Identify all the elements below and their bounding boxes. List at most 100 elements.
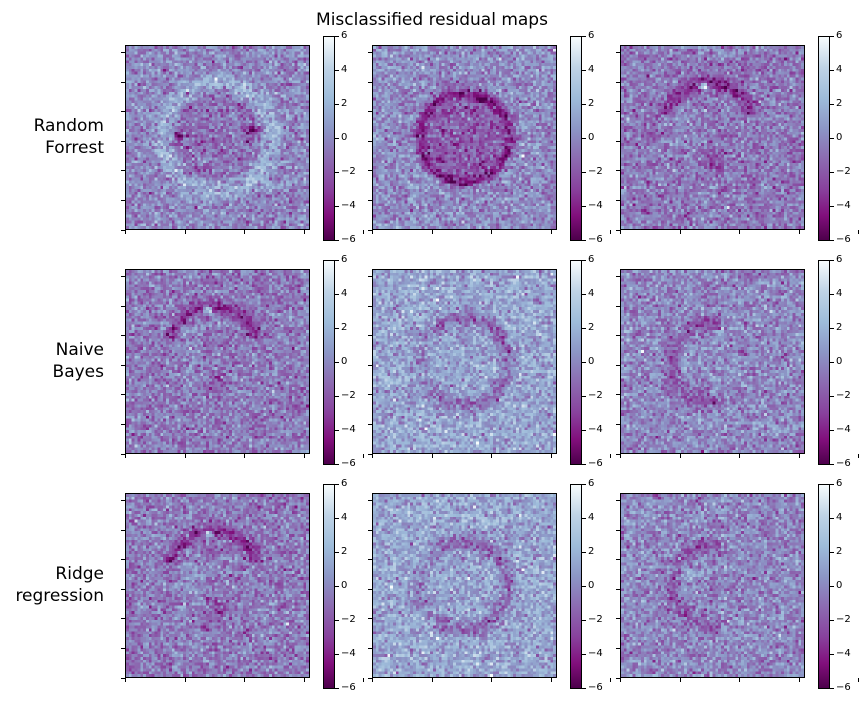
colorbar-tick — [830, 586, 834, 587]
y-axis-tick — [121, 648, 125, 649]
residual-heatmap — [125, 45, 310, 230]
y-axis-tick — [368, 140, 372, 142]
colorbar-tick — [335, 328, 339, 329]
x-axis-tick — [303, 678, 305, 682]
row-label-line: regression — [15, 586, 104, 606]
colorbar-tick — [582, 172, 586, 173]
colorbar-tick-label: −2 — [836, 166, 851, 177]
colorbar-tick-label: −6 — [836, 234, 851, 245]
y-axis-tick — [616, 559, 620, 561]
colorbar-tick-label: 0 — [588, 580, 595, 591]
colorbar-tick — [582, 240, 586, 241]
colorbar-tick-label: 4 — [836, 64, 843, 75]
row-label-line: Random — [33, 116, 104, 136]
colorbar-tick-label: −2 — [588, 166, 603, 177]
colorbar-tick-label: −4 — [341, 648, 356, 659]
heatmap-cells — [126, 494, 309, 677]
y-axis-tick — [616, 170, 620, 172]
y-axis-tick — [121, 453, 125, 455]
colorbar-tick-label: 6 — [836, 478, 843, 489]
colorbar-tick-label: 2 — [836, 322, 843, 333]
figure-title: Misclassified residual maps — [316, 10, 548, 30]
colorbar-tick-label: 4 — [341, 64, 348, 75]
colorbar-tick — [335, 70, 339, 71]
colorbar-tick-label: 0 — [836, 356, 843, 367]
y-axis-tick — [616, 140, 620, 142]
y-axis-tick — [121, 529, 125, 531]
heatmap-cells — [126, 270, 309, 453]
y-axis-tick — [121, 305, 125, 307]
colorbar-tick-label: −6 — [836, 458, 851, 469]
row-label-line: Naive — [55, 340, 104, 360]
heatmap-cells — [621, 270, 804, 453]
colorbar-tick — [830, 654, 834, 655]
colorbar-tick — [335, 138, 339, 139]
colorbar-tick — [335, 294, 339, 295]
colorbar-tick — [335, 362, 339, 363]
colorbar-tick — [582, 104, 586, 105]
y-axis-tick — [368, 364, 372, 366]
y-axis-tick — [368, 52, 372, 53]
colorbar — [570, 484, 582, 689]
colorbar — [323, 484, 335, 689]
colorbar-tick — [582, 294, 586, 295]
colorbar-tick-label: −6 — [588, 682, 603, 693]
colorbar-tick-label: 2 — [836, 546, 843, 557]
colorbar-tick-label: −6 — [588, 458, 603, 469]
y-axis-tick — [616, 52, 620, 53]
colorbar-tick — [335, 172, 339, 173]
colorbar — [818, 36, 830, 241]
colorbar-tick — [830, 206, 834, 207]
x-axis-tick — [303, 230, 305, 234]
residual-heatmap — [125, 269, 310, 454]
x-axis-tick — [363, 678, 364, 682]
colorbar-tick — [830, 260, 834, 261]
x-axis-tick — [550, 678, 552, 682]
colorbar-tick-label: 2 — [341, 546, 348, 557]
y-axis-tick — [121, 276, 125, 277]
x-axis-tick — [431, 230, 433, 234]
y-axis-tick — [121, 559, 125, 561]
x-axis-tick — [739, 230, 740, 234]
colorbar-tick-label: 0 — [588, 132, 595, 143]
colorbar-tick — [830, 430, 834, 431]
y-axis-tick — [121, 170, 125, 172]
x-axis-tick — [858, 454, 859, 458]
x-axis-tick — [858, 678, 859, 682]
colorbar-tick-label: 4 — [588, 288, 595, 299]
colorbar-tick — [830, 518, 834, 519]
heatmap-cells — [373, 270, 556, 453]
colorbar-tick — [830, 328, 834, 329]
y-axis-tick — [368, 111, 372, 113]
x-axis-tick — [679, 678, 681, 682]
colorbar-tick-label: 2 — [341, 322, 348, 333]
colorbar-tick — [582, 396, 586, 397]
y-axis-tick — [368, 276, 372, 277]
colorbar-tick — [582, 328, 586, 329]
colorbar-tick-label: 0 — [588, 356, 595, 367]
x-axis-tick — [363, 454, 364, 458]
y-axis-tick — [368, 529, 372, 531]
colorbar-tick — [335, 586, 339, 587]
colorbar-tick-label: 4 — [588, 512, 595, 523]
colorbar-tick — [830, 552, 834, 553]
y-axis-tick — [121, 394, 125, 396]
x-axis-tick — [372, 678, 373, 682]
row-label: Ridge regression — [0, 563, 104, 607]
colorbar-tick-label: −4 — [588, 200, 603, 211]
x-axis-tick — [184, 454, 186, 458]
colorbar-tick — [582, 552, 586, 553]
y-axis-tick — [616, 200, 620, 201]
y-axis-tick — [616, 500, 620, 501]
colorbar-tick-label: −6 — [836, 682, 851, 693]
colorbar-tick-label: 2 — [588, 98, 595, 109]
colorbar-tick — [335, 484, 339, 485]
y-axis-tick — [368, 424, 372, 425]
y-axis-tick — [616, 618, 620, 620]
x-axis-tick — [858, 230, 859, 234]
colorbar-tick-label: 6 — [588, 30, 595, 41]
colorbar-tick-label: −4 — [836, 648, 851, 659]
y-axis-tick — [368, 588, 372, 590]
x-axis-tick — [620, 230, 621, 234]
x-axis-tick — [491, 678, 492, 682]
